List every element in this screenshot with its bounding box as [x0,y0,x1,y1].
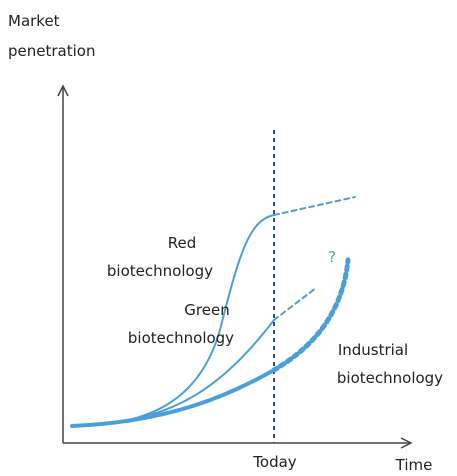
industrial-label: Industrial [338,341,408,359]
question-mark: ? [328,248,336,266]
x-axis-label: Time [395,456,433,474]
green-label: biotechnology [128,329,234,347]
green-label: Green [184,301,229,319]
red-projection [273,196,356,216]
y-axis-label: Market [8,12,60,30]
industrial-projection [271,257,351,373]
y-axis-label: penetration [8,42,95,60]
red-label: biotechnology [107,262,213,280]
y-arrow [57,84,69,97]
green-projection [273,287,317,321]
industrial-label: biotechnology [337,369,443,387]
red-label: Red [168,234,197,252]
today-label: Today [252,453,297,471]
x-arrow [400,437,413,449]
industrial-curve [70,368,276,428]
